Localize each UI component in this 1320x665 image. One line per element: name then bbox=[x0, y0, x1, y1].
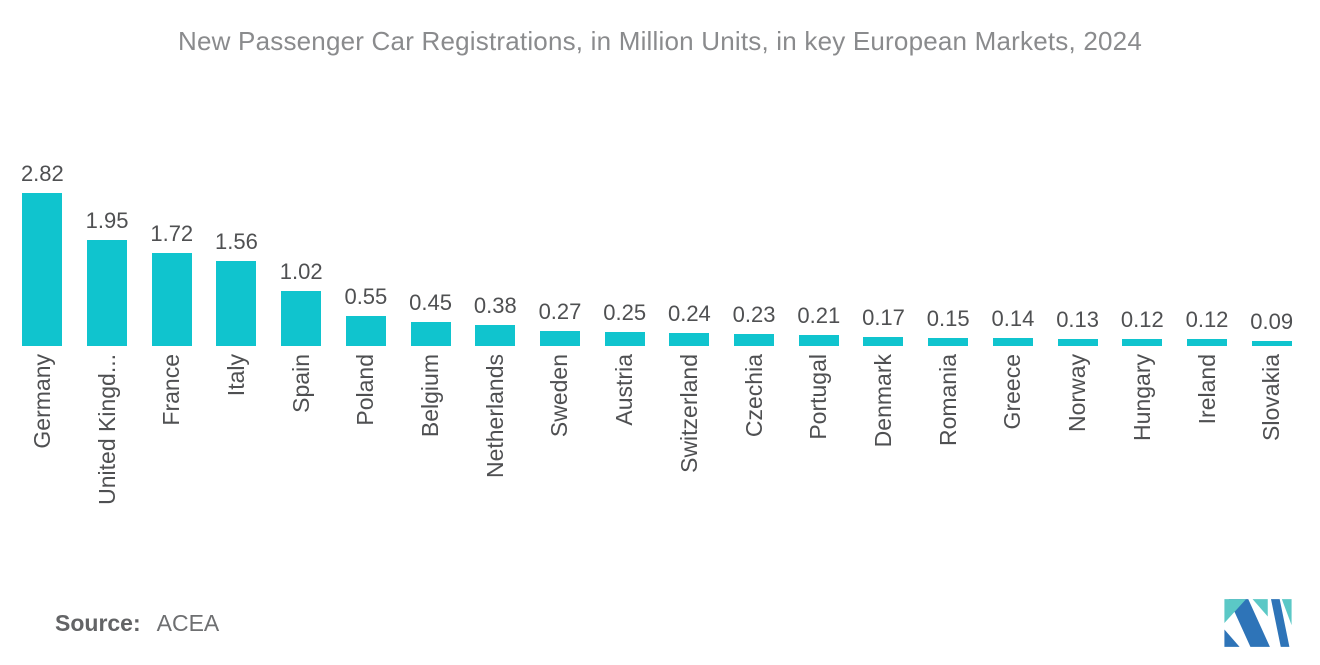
x-axis-label: Romania bbox=[934, 354, 961, 447]
bar-value-label: 0.17 bbox=[862, 305, 905, 330]
bar bbox=[410, 322, 451, 346]
bar-value-label: 1.95 bbox=[85, 208, 129, 233]
bar-value-label: 0.25 bbox=[603, 300, 647, 325]
chart-title: New Passenger Car Registrations, in Mill… bbox=[178, 26, 1142, 56]
logo-blue-band bbox=[1228, 599, 1270, 647]
x-axis-label: Slovakia bbox=[1258, 354, 1285, 441]
bar-column: 0.55 Poland bbox=[334, 0, 399, 426]
source-value: ACEA bbox=[156, 610, 220, 636]
bar bbox=[734, 334, 775, 346]
bar-column: 2.82 Germany bbox=[10, 0, 75, 449]
x-axis-label: Germany bbox=[28, 354, 55, 449]
bar-value-label: 0.09 bbox=[1250, 309, 1294, 334]
bar-column: 0.21 Portugal bbox=[786, 0, 851, 440]
x-axis-label: France bbox=[158, 354, 185, 426]
bar-column: 0.09 Slovakia bbox=[1239, 0, 1304, 441]
bar bbox=[281, 291, 322, 346]
bar-value-label: 0.23 bbox=[732, 302, 776, 327]
x-axis-label: Italy bbox=[222, 354, 249, 397]
bar-value-label: 0.13 bbox=[1056, 307, 1100, 332]
bar-column: 1.72 France bbox=[139, 0, 204, 426]
bar bbox=[1187, 339, 1227, 346]
bar bbox=[216, 261, 257, 346]
bar-column: 0.15 Romania bbox=[916, 0, 981, 446]
bar-value-label: 0.38 bbox=[473, 293, 517, 318]
bar-column: 0.14 Greece bbox=[981, 0, 1046, 429]
bar-column: 1.02 Spain bbox=[269, 0, 334, 413]
bar-column: 0.45 Belgium bbox=[398, 0, 463, 437]
x-axis-label: Spain bbox=[287, 354, 314, 413]
x-axis-label: Czechia bbox=[740, 354, 767, 438]
bar bbox=[1251, 341, 1292, 346]
bar bbox=[151, 253, 192, 346]
bar-value-label: 0.45 bbox=[409, 290, 452, 315]
bar-column: 0.27 Sweden bbox=[528, 0, 593, 437]
bar-column: 0.12 Hungary bbox=[1110, 0, 1175, 441]
x-axis-label: Ireland bbox=[1193, 354, 1220, 425]
bar-value-label: 0.24 bbox=[667, 301, 711, 326]
x-axis-label: Netherlands bbox=[481, 354, 508, 479]
bar bbox=[928, 338, 969, 346]
source-line: Source: ACEA bbox=[55, 610, 219, 637]
source-label: Source: bbox=[55, 610, 141, 636]
bar-column: 1.56 Italy bbox=[204, 0, 269, 396]
bar bbox=[992, 338, 1033, 346]
bar bbox=[863, 337, 904, 346]
logo-teal-triangle-left bbox=[1224, 599, 1247, 623]
x-axis-label: Sweden bbox=[546, 354, 573, 438]
bar-column: 0.12 Ireland bbox=[1175, 0, 1240, 424]
x-axis-label: Austria bbox=[611, 354, 638, 426]
bar bbox=[798, 335, 839, 346]
bar bbox=[1057, 339, 1098, 346]
bar-column: 0.17 Denmark bbox=[851, 0, 916, 447]
bar-value-label: 1.72 bbox=[150, 221, 194, 246]
bar bbox=[22, 193, 63, 346]
logo-blue-diagonal-right bbox=[1271, 599, 1290, 647]
logo-teal-triangle-right bbox=[1281, 599, 1292, 626]
bar-column: 0.24 Switzerland bbox=[657, 0, 722, 473]
bar-value-label: 0.27 bbox=[538, 299, 582, 324]
bar bbox=[475, 325, 516, 346]
bar bbox=[345, 316, 386, 346]
bar bbox=[1122, 339, 1163, 346]
x-axis-label: Switzerland bbox=[675, 354, 702, 473]
bar bbox=[604, 332, 645, 346]
bar-value-label: 2.82 bbox=[20, 161, 64, 186]
bar-value-label: 0.12 bbox=[1185, 307, 1229, 332]
bar-column: 0.25 Austria bbox=[592, 0, 657, 426]
x-axis-label: Poland bbox=[352, 354, 379, 426]
bar-value-label: 1.02 bbox=[279, 259, 323, 284]
x-axis-label: United Kingd... bbox=[93, 354, 120, 505]
x-axis-label: Denmark bbox=[869, 354, 896, 448]
bar-column: 0.13 Norway bbox=[1045, 0, 1110, 432]
logo-teal-wedge-middle bbox=[1252, 599, 1268, 617]
x-axis-label: Belgium bbox=[417, 354, 444, 438]
bar-value-label: 0.15 bbox=[926, 306, 970, 331]
bar-value-label: 0.55 bbox=[344, 284, 388, 309]
x-axis-label: Norway bbox=[1064, 354, 1091, 432]
bar-column: 0.23 Czechia bbox=[722, 0, 787, 437]
logo-blue-triangle-left bbox=[1224, 629, 1240, 647]
bar-value-label: 0.12 bbox=[1120, 307, 1164, 332]
bar bbox=[87, 240, 128, 346]
bar-value-label: 0.14 bbox=[991, 306, 1035, 331]
bar bbox=[539, 331, 580, 346]
x-axis-label: Hungary bbox=[1128, 354, 1155, 441]
bar-value-label: 0.21 bbox=[797, 303, 841, 328]
bar bbox=[669, 333, 710, 346]
mordor-intelligence-logo bbox=[1224, 599, 1292, 647]
bars-area: 2.82 Germany 1.95 United Kingd... 1.72 F… bbox=[10, 0, 1304, 505]
x-axis-label: Greece bbox=[999, 354, 1026, 430]
bar-value-label: 1.56 bbox=[215, 229, 258, 254]
bar-column: 0.38 Netherlands bbox=[463, 0, 528, 478]
bar-column: 1.95 United Kingd... bbox=[75, 0, 140, 505]
x-axis-label: Portugal bbox=[805, 354, 832, 440]
